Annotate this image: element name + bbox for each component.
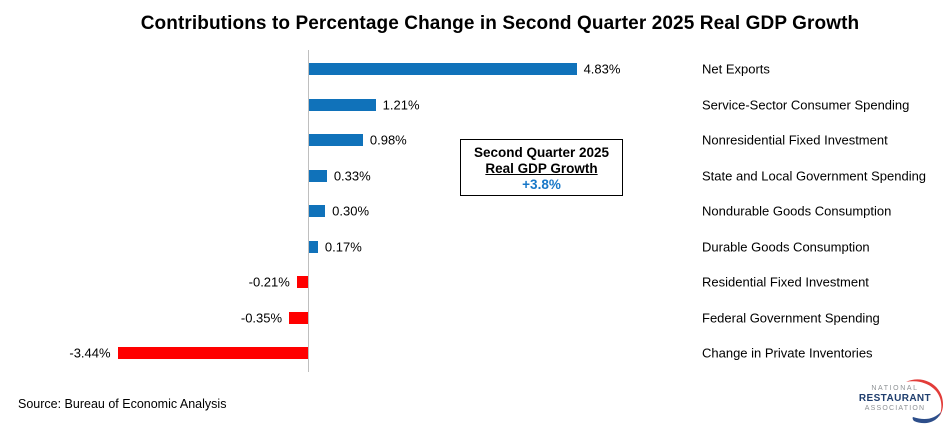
bar-nonresidential-fixed-investment: [308, 134, 363, 146]
category-label-nondurable-goods-consumption: Nondurable Goods Consumption: [702, 203, 892, 219]
national-restaurant-association-logo: NATIONAL RESTAURANT ASSOCIATION: [853, 377, 948, 425]
logo-graphic: NATIONAL RESTAURANT ASSOCIATION: [859, 379, 943, 424]
logo-line2: RESTAURANT: [859, 393, 931, 404]
bar-nondurable-goods-consumption: [308, 205, 326, 217]
category-label-change-in-private-inventories: Change in Private Inventories: [702, 345, 873, 361]
logo-blue-swoosh: [912, 412, 941, 424]
annotation-growth-value: +3.8%: [522, 177, 561, 192]
value-label-federal-government-spending: -0.35%: [240, 310, 283, 325]
annotation-line2: Real GDP Growth: [485, 161, 598, 176]
value-label-nonresidential-fixed-investment: 0.98%: [369, 132, 407, 148]
bar-durable-goods-consumption: [308, 240, 318, 253]
bar-net-exports: [308, 63, 577, 75]
category-label-state-and-local-government-spending: State and Local Government Spending: [702, 168, 927, 183]
gdp-growth-annotation-box: Second Quarter 2025 Real GDP Growth +3.8…: [460, 139, 623, 196]
bar-state-and-local-government-spending: [308, 169, 327, 182]
category-label-federal-government-spending: Federal Government Spending: [702, 310, 880, 325]
value-label-residential-fixed-investment: -0.21%: [248, 274, 290, 290]
category-label-net-exports: Net Exports: [702, 61, 770, 77]
value-label-state-and-local-government-spending: 0.33%: [333, 168, 371, 183]
logo-line1: NATIONAL: [871, 385, 918, 392]
value-label-durable-goods-consumption: 0.17%: [324, 239, 362, 254]
value-label-change-in-private-inventories: -3.44%: [69, 345, 111, 361]
category-label-nonresidential-fixed-investment: Nonresidential Fixed Investment: [702, 132, 888, 148]
bar-service-sector-consumer-spending: [308, 98, 376, 111]
annotation-line1: Second Quarter 2025: [473, 145, 610, 160]
source-note: Source: Bureau of Economic Analysis: [18, 397, 227, 411]
category-label-durable-goods-consumption: Durable Goods Consumption: [702, 239, 870, 254]
value-label-service-sector-consumer-spending: 1.21%: [382, 97, 420, 112]
bar-residential-fixed-investment: [296, 276, 309, 288]
category-label-residential-fixed-investment: Residential Fixed Investment: [702, 274, 869, 290]
category-label-service-sector-consumer-spending: Service-Sector Consumer Spending: [702, 97, 910, 112]
logo-line3: ASSOCIATION: [865, 405, 926, 412]
bar-change-in-private-inventories: [117, 347, 309, 359]
bar-federal-government-spending: [289, 311, 309, 324]
value-label-nondurable-goods-consumption: 0.30%: [332, 203, 370, 219]
chart-title: Contributions to Percentage Change in Se…: [140, 13, 860, 34]
value-label-net-exports: 4.83%: [583, 61, 621, 77]
